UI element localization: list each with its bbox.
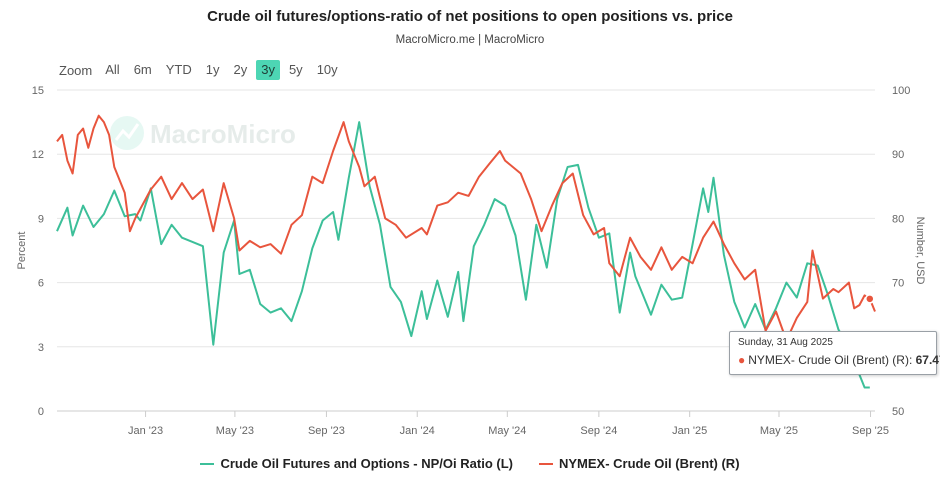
tooltip-marker <box>865 294 875 304</box>
chart-title: Crude oil futures/options-ratio of net p… <box>207 8 733 25</box>
legend-item-brent[interactable]: NYMEX- Crude Oil (Brent) (R) <box>538 456 740 471</box>
x-tick-label: Sep '23 <box>308 425 345 437</box>
y-left-tick-label: 15 <box>32 85 44 97</box>
y-left-tick-label: 9 <box>38 213 44 225</box>
x-tick-label: May '25 <box>760 425 798 437</box>
zoom-button-all[interactable]: All <box>105 62 120 77</box>
tooltip: Sunday, 31 Aug 2025 ● NYMEX- Crude Oil (B… <box>729 331 940 375</box>
x-tick-label: May '24 <box>488 425 526 437</box>
tooltip-dot-icon: ● <box>738 353 746 367</box>
watermark-text: MacroMicro <box>150 119 296 149</box>
zoom-button-10y[interactable]: 10y <box>316 62 338 77</box>
x-tick-label: Jan '24 <box>400 425 435 437</box>
series-line-ratio[interactable] <box>56 121 870 389</box>
watermark-logo-icon <box>110 116 144 150</box>
legend-swatch-ratio <box>200 462 215 465</box>
watermark: MacroMicro <box>110 116 296 150</box>
tooltip-value: 67.47 <box>915 353 940 367</box>
watermark-logo-mark <box>114 123 140 141</box>
x-tick-label: Jan '23 <box>128 425 163 437</box>
tooltip-series-name: NYMEX- Crude Oil (Brent) (R): <box>748 353 913 367</box>
zoom-button-1y[interactable]: 1y <box>205 62 220 77</box>
x-tick-label: Sep '24 <box>580 425 617 437</box>
y-right-tick-label: 50 <box>892 406 904 418</box>
tooltip-row: ●NYMEX- Crude Oil (Brent) (R): 67.47 <box>738 353 940 367</box>
y-left-tick-label: 12 <box>32 149 44 161</box>
zoom-button-3y[interactable]: 3y <box>256 60 280 80</box>
zoom-bar: Zoom All 6m YTD 1y 2y 3y 5y 10y <box>57 60 347 80</box>
legend-swatch-brent <box>538 462 553 465</box>
y-right-tick-label: 70 <box>892 278 904 290</box>
y-right-axis-title: Number, USD <box>914 217 926 285</box>
tooltip-date: Sunday, 31 Aug 2025 <box>738 337 833 348</box>
y-left-axis-title: Percent <box>16 232 28 270</box>
zoom-button-2y[interactable]: 2y <box>233 62 248 77</box>
y-right-tick-label: 80 <box>892 213 904 225</box>
series-line-brent[interactable] <box>56 114 876 342</box>
legend-label-brent: NYMEX- Crude Oil (Brent) (R) <box>558 456 740 471</box>
legend: Crude Oil Futures and Options - NP/Oi Ra… <box>0 456 940 471</box>
series-lines[interactable] <box>56 114 876 389</box>
chart-subtitle: MacroMicro.me | MacroMicro <box>395 34 545 46</box>
legend-item-ratio[interactable]: Crude Oil Futures and Options - NP/Oi Ra… <box>200 456 513 471</box>
x-tick-label: May '23 <box>216 425 254 437</box>
y-left-tick-label: 0 <box>38 406 44 418</box>
zoom-button-5y[interactable]: 5y <box>288 62 303 77</box>
tooltip-point-marker <box>865 294 875 304</box>
zoom-button-ytd[interactable]: YTD <box>165 62 192 77</box>
legend-label-ratio: Crude Oil Futures and Options - NP/Oi Ra… <box>220 456 513 471</box>
y-right-tick-label: 100 <box>892 85 910 97</box>
y-left-tick-label: 3 <box>38 342 44 354</box>
zoom-button-6m[interactable]: 6m <box>133 62 152 77</box>
x-tick-label: Sep '25 <box>852 425 889 437</box>
x-tick-label: Jan '25 <box>672 425 707 437</box>
y-right-tick-label: 90 <box>892 149 904 161</box>
zoom-label: Zoom <box>59 62 93 78</box>
y-left-tick-label: 6 <box>38 278 44 290</box>
